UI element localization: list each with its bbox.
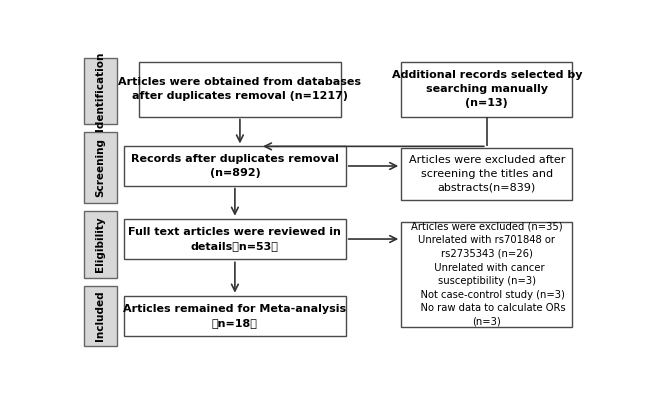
Text: Articles were excluded (n=35)
Unrelated with rs701848 or
rs2735343 (n=26)
  Unre: Articles were excluded (n=35) Unrelated … [408, 222, 566, 327]
Text: Articles were obtained from databases
after duplicates removal (n=1217): Articles were obtained from databases af… [118, 77, 361, 101]
FancyBboxPatch shape [401, 222, 573, 327]
FancyBboxPatch shape [84, 132, 116, 203]
FancyBboxPatch shape [84, 286, 116, 346]
Text: Screening: Screening [95, 138, 105, 197]
Text: Records after duplicates removal
(n=892): Records after duplicates removal (n=892) [131, 154, 339, 178]
Text: Additional records selected by
searching manually
(n=13): Additional records selected by searching… [391, 71, 582, 108]
Text: Articles were excluded after
screening the titles and
abstracts(n=839): Articles were excluded after screening t… [409, 155, 565, 193]
FancyBboxPatch shape [124, 146, 346, 186]
FancyBboxPatch shape [124, 295, 346, 337]
Text: Articles remained for Meta-analysis
（n=18）: Articles remained for Meta-analysis （n=1… [124, 304, 346, 328]
FancyBboxPatch shape [84, 211, 116, 278]
Text: Included: Included [95, 290, 105, 341]
FancyBboxPatch shape [401, 62, 573, 117]
FancyBboxPatch shape [84, 58, 116, 124]
FancyBboxPatch shape [401, 148, 573, 200]
Text: Identification: Identification [95, 52, 105, 131]
Text: Eligibility: Eligibility [95, 217, 105, 272]
FancyBboxPatch shape [139, 62, 341, 117]
Text: Full text articles were reviewed in
details（n=53）: Full text articles were reviewed in deta… [129, 227, 341, 251]
FancyBboxPatch shape [124, 219, 346, 259]
